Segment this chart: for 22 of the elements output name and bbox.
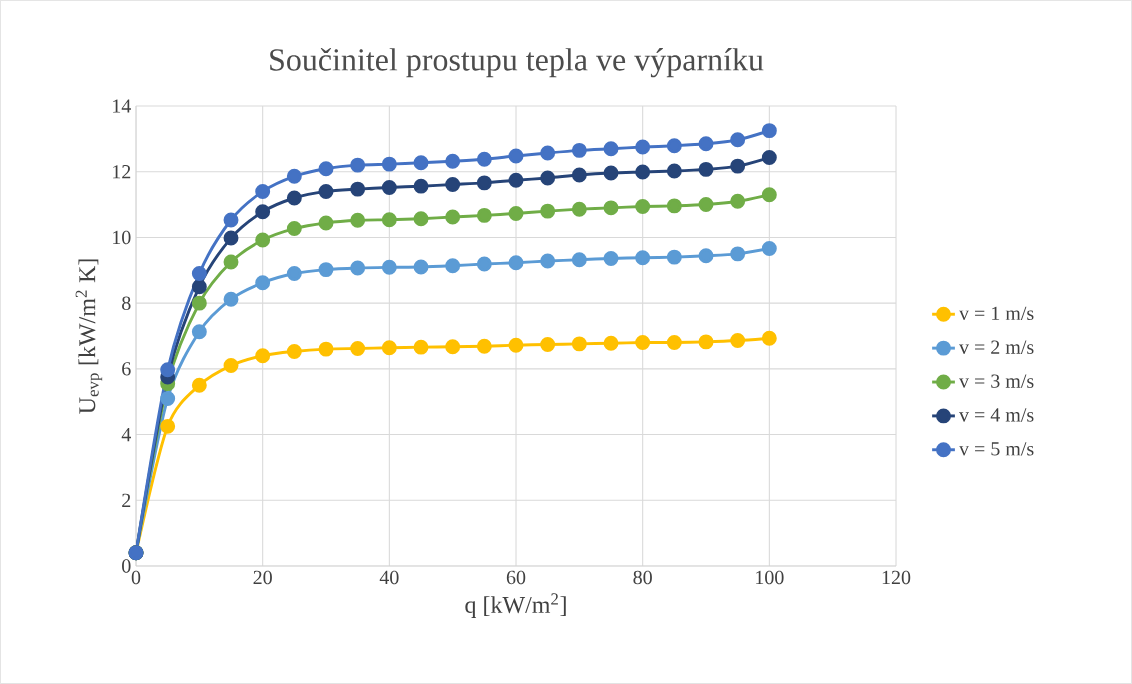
legend-label: v = 5 m/s xyxy=(959,442,1034,456)
x-tick-label: 100 xyxy=(756,570,784,585)
x-axis-title: q [kW/m$^{2}$] xyxy=(465,593,566,618)
x-tick-label: 120 xyxy=(882,570,911,585)
y-tick-label: 6 xyxy=(122,362,131,376)
x-tick-label: 80 xyxy=(633,570,652,585)
y-tick-label: 10 xyxy=(113,230,131,245)
x-tick-label: 60 xyxy=(506,570,526,585)
legend-label: v = 2 m/s xyxy=(959,340,1034,354)
legend-label: v = 1 m/s xyxy=(959,306,1034,321)
y-tick-label: 14 xyxy=(113,99,131,113)
y-tick-label: 0 xyxy=(122,559,131,573)
y-tick-label: 4 xyxy=(121,427,131,442)
legend-label: v = 3 m/s xyxy=(959,374,1034,388)
y-axis-title: U$_{evp}$ [kW/m$^{2}$ K] xyxy=(75,259,103,414)
y-tick-label: 2 xyxy=(122,493,131,507)
y-tick-label: 8 xyxy=(122,296,131,310)
x-tick-label: 20 xyxy=(253,570,272,585)
y-tick-label: 12 xyxy=(113,165,131,179)
x-tick-label: 40 xyxy=(379,570,399,585)
legend-label: v = 4 m/s xyxy=(959,408,1034,422)
chart-title: Součinitel prostupu tepla ve výparníku xyxy=(270,48,764,78)
